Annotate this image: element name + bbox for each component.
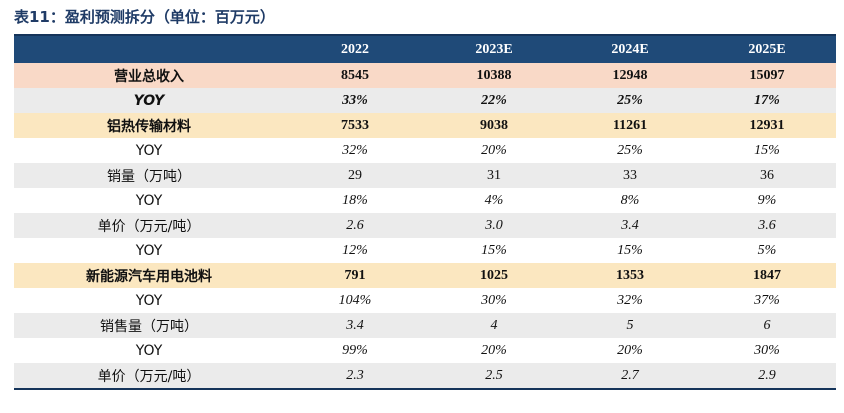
row-label: 销售量（万吨） xyxy=(14,313,284,338)
forecast-table: 2022 2023E 2024E 2025E 营业总收入 8545 10388 129… xyxy=(14,34,836,390)
table-cell: 10388 xyxy=(426,63,562,88)
header-cell-2022: 2022 xyxy=(284,35,426,63)
table-row: YOY 18% 4% 8% 9% xyxy=(14,188,836,213)
table-row: 销售量（万吨） 3.4 4 5 6 xyxy=(14,313,836,338)
table-cell: 4% xyxy=(426,188,562,213)
table-cell: 20% xyxy=(426,338,562,363)
table-cell: 6 xyxy=(698,313,836,338)
table-cell: 15% xyxy=(426,238,562,263)
table-cell: 104% xyxy=(284,288,426,313)
table-cell: 18% xyxy=(284,188,426,213)
table-cell: 2.9 xyxy=(698,363,836,390)
row-label: YOY xyxy=(14,338,284,363)
row-label: 营业总收入 xyxy=(14,63,284,88)
table-row: 营业总收入 8545 10388 12948 15097 xyxy=(14,63,836,88)
table-cell: 20% xyxy=(426,138,562,163)
header-row: 2022 2023E 2024E 2025E xyxy=(14,35,836,63)
table-row: YOY 104% 30% 32% 37% xyxy=(14,288,836,313)
table-cell: 12948 xyxy=(562,63,698,88)
row-label: YOY xyxy=(14,138,284,163)
row-label: 新能源汽车用电池料 xyxy=(14,263,284,288)
header-cell-2024e: 2024E xyxy=(562,35,698,63)
table-cell: 2.3 xyxy=(284,363,426,390)
table-cell: 15% xyxy=(698,138,836,163)
table-cell: 20% xyxy=(562,338,698,363)
table-cell: 25% xyxy=(562,138,698,163)
table-cell: 791 xyxy=(284,263,426,288)
row-label: 单价（万元/吨） xyxy=(14,213,284,238)
table-cell: 17% xyxy=(698,88,836,113)
table-cell: 37% xyxy=(698,288,836,313)
table-cell: 11261 xyxy=(562,113,698,138)
table-cell: 1847 xyxy=(698,263,836,288)
row-label: YOY xyxy=(14,88,284,113)
table-cell: 33 xyxy=(562,163,698,188)
header-cell-2025e: 2025E xyxy=(698,35,836,63)
table-cell: 33% xyxy=(284,88,426,113)
row-label: 单价（万元/吨） xyxy=(14,363,284,390)
table-cell: 36 xyxy=(698,163,836,188)
table-cell: 3.0 xyxy=(426,213,562,238)
table-row: YOY 12% 15% 15% 5% xyxy=(14,238,836,263)
table-cell: 30% xyxy=(698,338,836,363)
table-cell: 3.6 xyxy=(698,213,836,238)
row-label: YOY xyxy=(14,288,284,313)
table-cell: 32% xyxy=(284,138,426,163)
table-cell: 9% xyxy=(698,188,836,213)
table-cell: 3.4 xyxy=(284,313,426,338)
header-cell-2023e: 2023E xyxy=(426,35,562,63)
row-label: 铝热传输材料 xyxy=(14,113,284,138)
table-cell: 7533 xyxy=(284,113,426,138)
table-row: YOY 32% 20% 25% 15% xyxy=(14,138,836,163)
header-cell-label xyxy=(14,35,284,63)
table-cell: 15% xyxy=(562,238,698,263)
table-row: YOY 99% 20% 20% 30% xyxy=(14,338,836,363)
table-cell: 8% xyxy=(562,188,698,213)
table-cell: 31 xyxy=(426,163,562,188)
row-label: YOY xyxy=(14,238,284,263)
table-cell: 2.6 xyxy=(284,213,426,238)
table-row: 单价（万元/吨） 2.3 2.5 2.7 2.9 xyxy=(14,363,836,390)
table-caption: 表11：盈利预测拆分（单位：百万元） xyxy=(14,8,275,26)
table-cell: 99% xyxy=(284,338,426,363)
table-cell: 5 xyxy=(562,313,698,338)
table-row: 铝热传输材料 7533 9038 11261 12931 xyxy=(14,113,836,138)
row-label: 销量（万吨） xyxy=(14,163,284,188)
table-row: 销量（万吨） 29 31 33 36 xyxy=(14,163,836,188)
table-cell: 2.5 xyxy=(426,363,562,390)
table-cell: 30% xyxy=(426,288,562,313)
table-cell: 12931 xyxy=(698,113,836,138)
table-cell: 4 xyxy=(426,313,562,338)
table-cell: 15097 xyxy=(698,63,836,88)
table-cell: 29 xyxy=(284,163,426,188)
table-cell: 9038 xyxy=(426,113,562,138)
table-cell: 5% xyxy=(698,238,836,263)
table-cell: 12% xyxy=(284,238,426,263)
table-cell: 22% xyxy=(426,88,562,113)
table-cell: 1353 xyxy=(562,263,698,288)
table-row: 单价（万元/吨） 2.6 3.0 3.4 3.6 xyxy=(14,213,836,238)
table-cell: 3.4 xyxy=(562,213,698,238)
table-cell: 25% xyxy=(562,88,698,113)
table-cell: 32% xyxy=(562,288,698,313)
table-cell: 1025 xyxy=(426,263,562,288)
row-label: YOY xyxy=(14,188,284,213)
table-cell: 8545 xyxy=(284,63,426,88)
table-row: YOY 33% 22% 25% 17% xyxy=(14,88,836,113)
table-row: 新能源汽车用电池料 791 1025 1353 1847 xyxy=(14,263,836,288)
table-cell: 2.7 xyxy=(562,363,698,390)
